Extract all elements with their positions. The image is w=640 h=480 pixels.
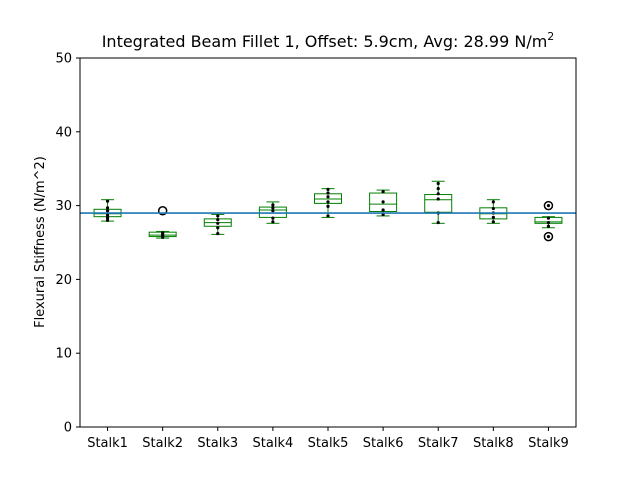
y-axis-title: Flexural Stiffness (N/m^2) [33, 156, 48, 328]
data-point [436, 220, 440, 225]
data-point [326, 214, 330, 218]
x-tick-label: Stalk4 [253, 436, 294, 451]
data-point [491, 200, 495, 204]
y-tick-label: 20 [55, 273, 72, 288]
data-point [436, 181, 440, 186]
data-point [546, 234, 551, 239]
data-point [436, 187, 440, 191]
x-tick-label: Stalk3 [197, 436, 238, 451]
data-point [491, 220, 495, 224]
outlier-marker [543, 200, 554, 211]
x-tick-label: Stalk6 [363, 436, 404, 451]
data-point [546, 216, 551, 220]
data-point [216, 232, 220, 236]
box-iqr [424, 194, 453, 213]
y-tick-label: 10 [55, 347, 72, 362]
data-point [326, 187, 330, 191]
data-point [271, 206, 275, 210]
data-point [216, 214, 220, 218]
data-point [326, 200, 330, 204]
x-tick-label: Stalk8 [473, 436, 514, 451]
data-point [381, 200, 385, 204]
data-point [381, 189, 385, 194]
y-tick-label: 30 [55, 199, 72, 214]
outlier-marker [157, 206, 168, 216]
x-tick-label: Stalk2 [142, 436, 183, 451]
y-tick-label: 50 [55, 52, 72, 67]
plot-area: 0 10 20 30 40 50 Stalk1 Stalk2 Stalk3 Stalk4 Stalk… [55, 52, 577, 451]
data-point [546, 224, 551, 228]
data-point [105, 209, 110, 213]
data-point [105, 214, 110, 218]
data-point [436, 197, 440, 201]
data-point [326, 195, 330, 199]
x-tick-label: Stalk1 [87, 436, 128, 451]
data-point [271, 216, 275, 220]
data-point [491, 206, 495, 211]
plot-frame [79, 57, 577, 428]
data-point [546, 220, 551, 225]
x-tick-label: Stalk9 [528, 436, 569, 451]
data-point [216, 221, 220, 225]
data-point [105, 216, 110, 220]
data-point [491, 215, 495, 220]
data-point [546, 204, 551, 208]
data-point [436, 192, 440, 196]
data-point [271, 203, 275, 207]
data-point [271, 220, 275, 224]
data-point [381, 208, 385, 212]
chart-title: Integrated Beam Fillet 1, Offset: 5.9cm,… [102, 30, 555, 51]
y-tick-label: 40 [55, 125, 72, 140]
data-point [105, 199, 110, 203]
data-point [161, 231, 165, 235]
x-tick-label: Stalk7 [418, 436, 459, 451]
data-point [271, 209, 275, 213]
y-tick-label: 0 [64, 421, 72, 436]
data-point [326, 204, 330, 208]
data-point [326, 191, 330, 195]
x-tick-label: Stalk5 [308, 436, 349, 451]
outlier-marker [543, 231, 554, 242]
data-point [105, 206, 110, 210]
data-point [216, 226, 220, 230]
data-point [216, 218, 220, 222]
data-point [105, 218, 110, 222]
